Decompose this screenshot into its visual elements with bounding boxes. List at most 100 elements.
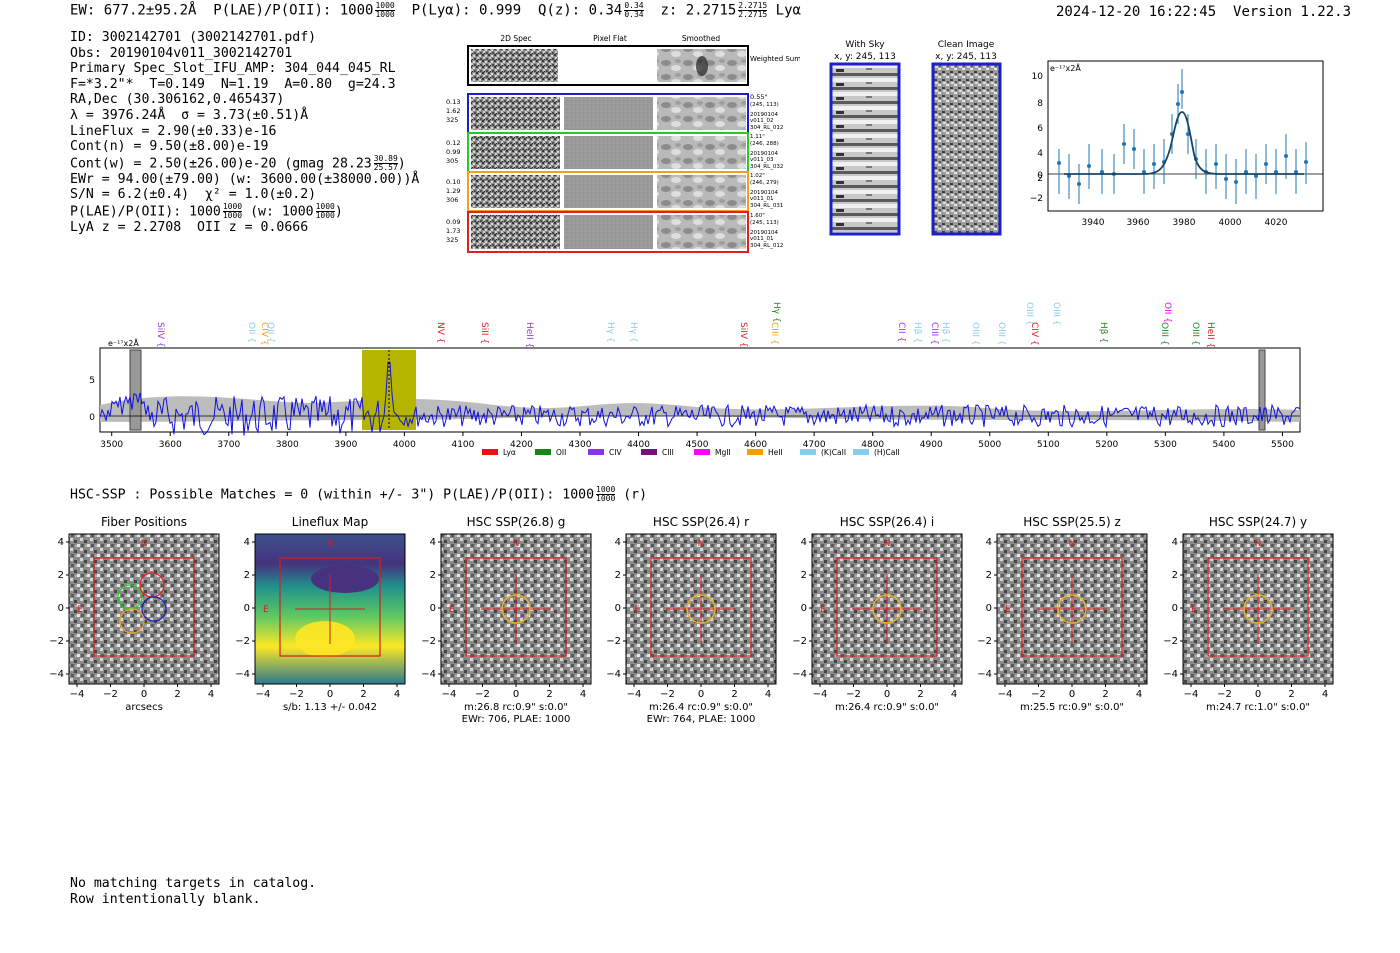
spectral-line-label: OII { [1162, 302, 1172, 323]
hsc-caption: m:25.5 rc:0.9" s:0.0" [1020, 702, 1124, 713]
svg-text:2: 2 [1037, 174, 1043, 184]
spectrum-x-tick: 4500 [686, 440, 709, 450]
clean-image-title: Clean Image [938, 40, 995, 50]
spectral-line-label: CIII { [929, 322, 939, 345]
svg-text:(245, 113): (245, 113) [750, 220, 779, 226]
compass-east: E [263, 605, 269, 615]
hsc-y-tick: 2 [58, 570, 64, 581]
z-bounds: 2.2715 2.2715 [738, 1, 768, 19]
hsc-y-tick: −4 [49, 669, 64, 680]
hsc-x-tick: −4 [1184, 689, 1199, 700]
footer-line-1: No matching targets in catalog. [70, 876, 317, 891]
compass-north: N [1255, 539, 1262, 549]
hsc-x-tick: 4 [1322, 689, 1328, 700]
spectral-line-label: OII { [265, 322, 275, 343]
spectrum-x-tick: 5500 [1271, 440, 1294, 450]
svg-text:325: 325 [446, 236, 458, 244]
legend-item: CIV [588, 448, 622, 457]
spectrum-x-tick: 3700 [217, 440, 240, 450]
hsc-y-tick: 0 [615, 603, 621, 614]
svg-text:CIII: CIII [662, 448, 674, 457]
spectrum-x-tick: 5200 [1095, 440, 1118, 450]
compass-east: E [449, 605, 455, 615]
legend-item: (K)CaII [800, 448, 846, 457]
spectrum-x-tick: 4400 [627, 440, 650, 450]
svg-text:0.55": 0.55" [750, 93, 767, 101]
qz-bounds: 0.34 0.34 [624, 1, 644, 19]
legend-item: OII [535, 448, 566, 457]
hsc-y-tick: −2 [977, 636, 992, 647]
svg-text:5: 5 [89, 376, 95, 386]
hsc-x-tick: 2 [731, 689, 737, 700]
spectral-line-label: SiIV { [738, 322, 748, 348]
compass-east: E [1191, 605, 1197, 615]
hsc-y-tick: −2 [606, 636, 621, 647]
spectral-line-label: CIII { [769, 322, 779, 345]
catalog-footer: No matching targets in catalog. Row inte… [70, 876, 316, 907]
hsc-x-tick: −2 [846, 689, 861, 700]
hsc-panel-title: Fiber Positions [101, 515, 187, 529]
weighted-sum-row: Weighted Sum [467, 45, 800, 86]
spectrum-x-tick: 4800 [861, 440, 884, 450]
hsc-panel: HSC SSP(26.8) g N E 4 2 0 −2 −4 −4 −2 0 2 4 m:26.8 rc… [421, 515, 592, 725]
spectral-line-label: Hγ { [628, 322, 638, 343]
svg-text:8: 8 [1037, 99, 1043, 109]
spectrum-x-tick: 5400 [1212, 440, 1235, 450]
spectral-line-label: Hγ { [605, 322, 615, 343]
svg-text:−2: −2 [1030, 194, 1043, 204]
hsc-caption: s/b: 1.13 +/- 0.042 [283, 702, 377, 713]
svg-text:4020: 4020 [1265, 218, 1288, 228]
timestamp: 2024-12-20 16:22:45 [1056, 4, 1217, 20]
hsc-caption-2: EWr: 764, PLAE: 1000 [647, 714, 756, 725]
plae-line: P(LAE)/P(OII): 1000 1000 1000 (w: 1000 1000… [70, 202, 343, 221]
col-title-2dspec: 2D Spec [500, 34, 531, 43]
spectrum-x-tick: 4100 [451, 440, 474, 450]
plya-value: P(Lyα): 0.999 [411, 2, 522, 19]
hsc-y-tick: −4 [606, 669, 621, 680]
spectrum-x-tick: 3500 [100, 440, 123, 450]
hsc-panel-title: HSC SSP(24.7) y [1209, 515, 1307, 529]
svg-text:0.09: 0.09 [446, 218, 460, 226]
spectral-line-label: OIII { [970, 322, 980, 346]
svg-text:v011_01: v011_01 [750, 236, 774, 242]
hsc-y-tick: −2 [235, 636, 250, 647]
cont-narrow: Cont(n) = 9.50(±8.00)e-19 [70, 139, 269, 155]
spectrum-x-tick: 4300 [569, 440, 592, 450]
svg-text:3980: 3980 [1173, 218, 1196, 228]
spectrum-unit-label: e⁻¹⁷x2Å [108, 337, 139, 348]
hsc-x-tick: 0 [327, 689, 333, 700]
hsc-y-tick: 4 [801, 537, 807, 548]
hsc-x-tick: 0 [884, 689, 890, 700]
hsc-y-tick: −4 [421, 669, 436, 680]
svg-text:0: 0 [89, 413, 95, 423]
spectral-line-label: Hβ { [1098, 322, 1108, 343]
ew-value: EW: 677.2±95.2Å [70, 2, 197, 19]
hsc-x-tick: 0 [1069, 689, 1075, 700]
hsc-x-tick: 2 [1288, 689, 1294, 700]
compass-east: E [634, 605, 640, 615]
spectrum-x-tick: 5100 [1037, 440, 1060, 450]
svg-text:304_RL_012: 304_RL_012 [750, 243, 783, 249]
spectral-line-label: Hβ { [912, 322, 922, 343]
hsc-y-tick: 2 [615, 570, 621, 581]
compass-north: N [1069, 539, 1076, 549]
hsc-caption: m:26.8 rc:0.9" s:0.0" [464, 702, 568, 713]
hsc-y-tick: −4 [792, 669, 807, 680]
spectrum-x-tick: 4600 [744, 440, 767, 450]
spectrum-x-tick: 4000 [393, 440, 416, 450]
spectrum-x-tick: 3900 [334, 440, 357, 450]
hsc-x-tick: 0 [141, 689, 147, 700]
hsc-caption: m:24.7 rc:1.0" s:0.0" [1206, 702, 1310, 713]
svg-text:3960: 3960 [1127, 218, 1150, 228]
svg-text:1.60": 1.60" [750, 213, 765, 219]
spectral-line-label: OII { [246, 322, 256, 343]
hsc-y-tick: 4 [58, 537, 64, 548]
compass-north: N [327, 539, 334, 549]
hsc-x-tick: −2 [660, 689, 675, 700]
compass-east: E [820, 605, 826, 615]
hsc-x-tick: −2 [1031, 689, 1046, 700]
hsc-panel-title: HSC SSP(26.4) r [653, 515, 749, 529]
svg-text:CIV: CIV [609, 448, 622, 457]
compass-north: N [513, 539, 520, 549]
